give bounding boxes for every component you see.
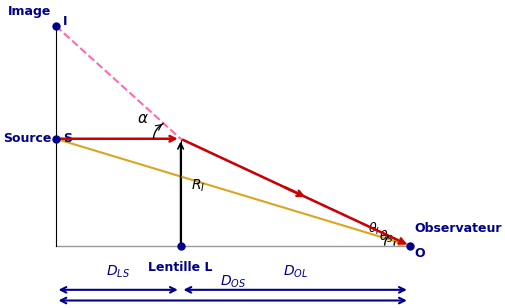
Text: O: O — [415, 247, 425, 260]
Text: $D_{OL}$: $D_{OL}$ — [283, 263, 308, 280]
Text: Image: Image — [8, 5, 52, 18]
Text: $\alpha$: $\alpha$ — [137, 111, 149, 126]
Text: $\theta_I$: $\theta_I$ — [368, 221, 380, 237]
Text: I: I — [63, 15, 68, 28]
Text: $D_{OS}$: $D_{OS}$ — [220, 274, 246, 290]
Text: Source: Source — [3, 132, 52, 145]
Text: $D_{LS}$: $D_{LS}$ — [106, 263, 130, 280]
Text: $\theta_S$: $\theta_S$ — [379, 229, 394, 245]
Text: S: S — [63, 132, 72, 145]
Text: Observateur: Observateur — [415, 222, 502, 235]
Text: Lentille L: Lentille L — [148, 261, 213, 274]
Text: $R_I$: $R_I$ — [191, 178, 205, 194]
